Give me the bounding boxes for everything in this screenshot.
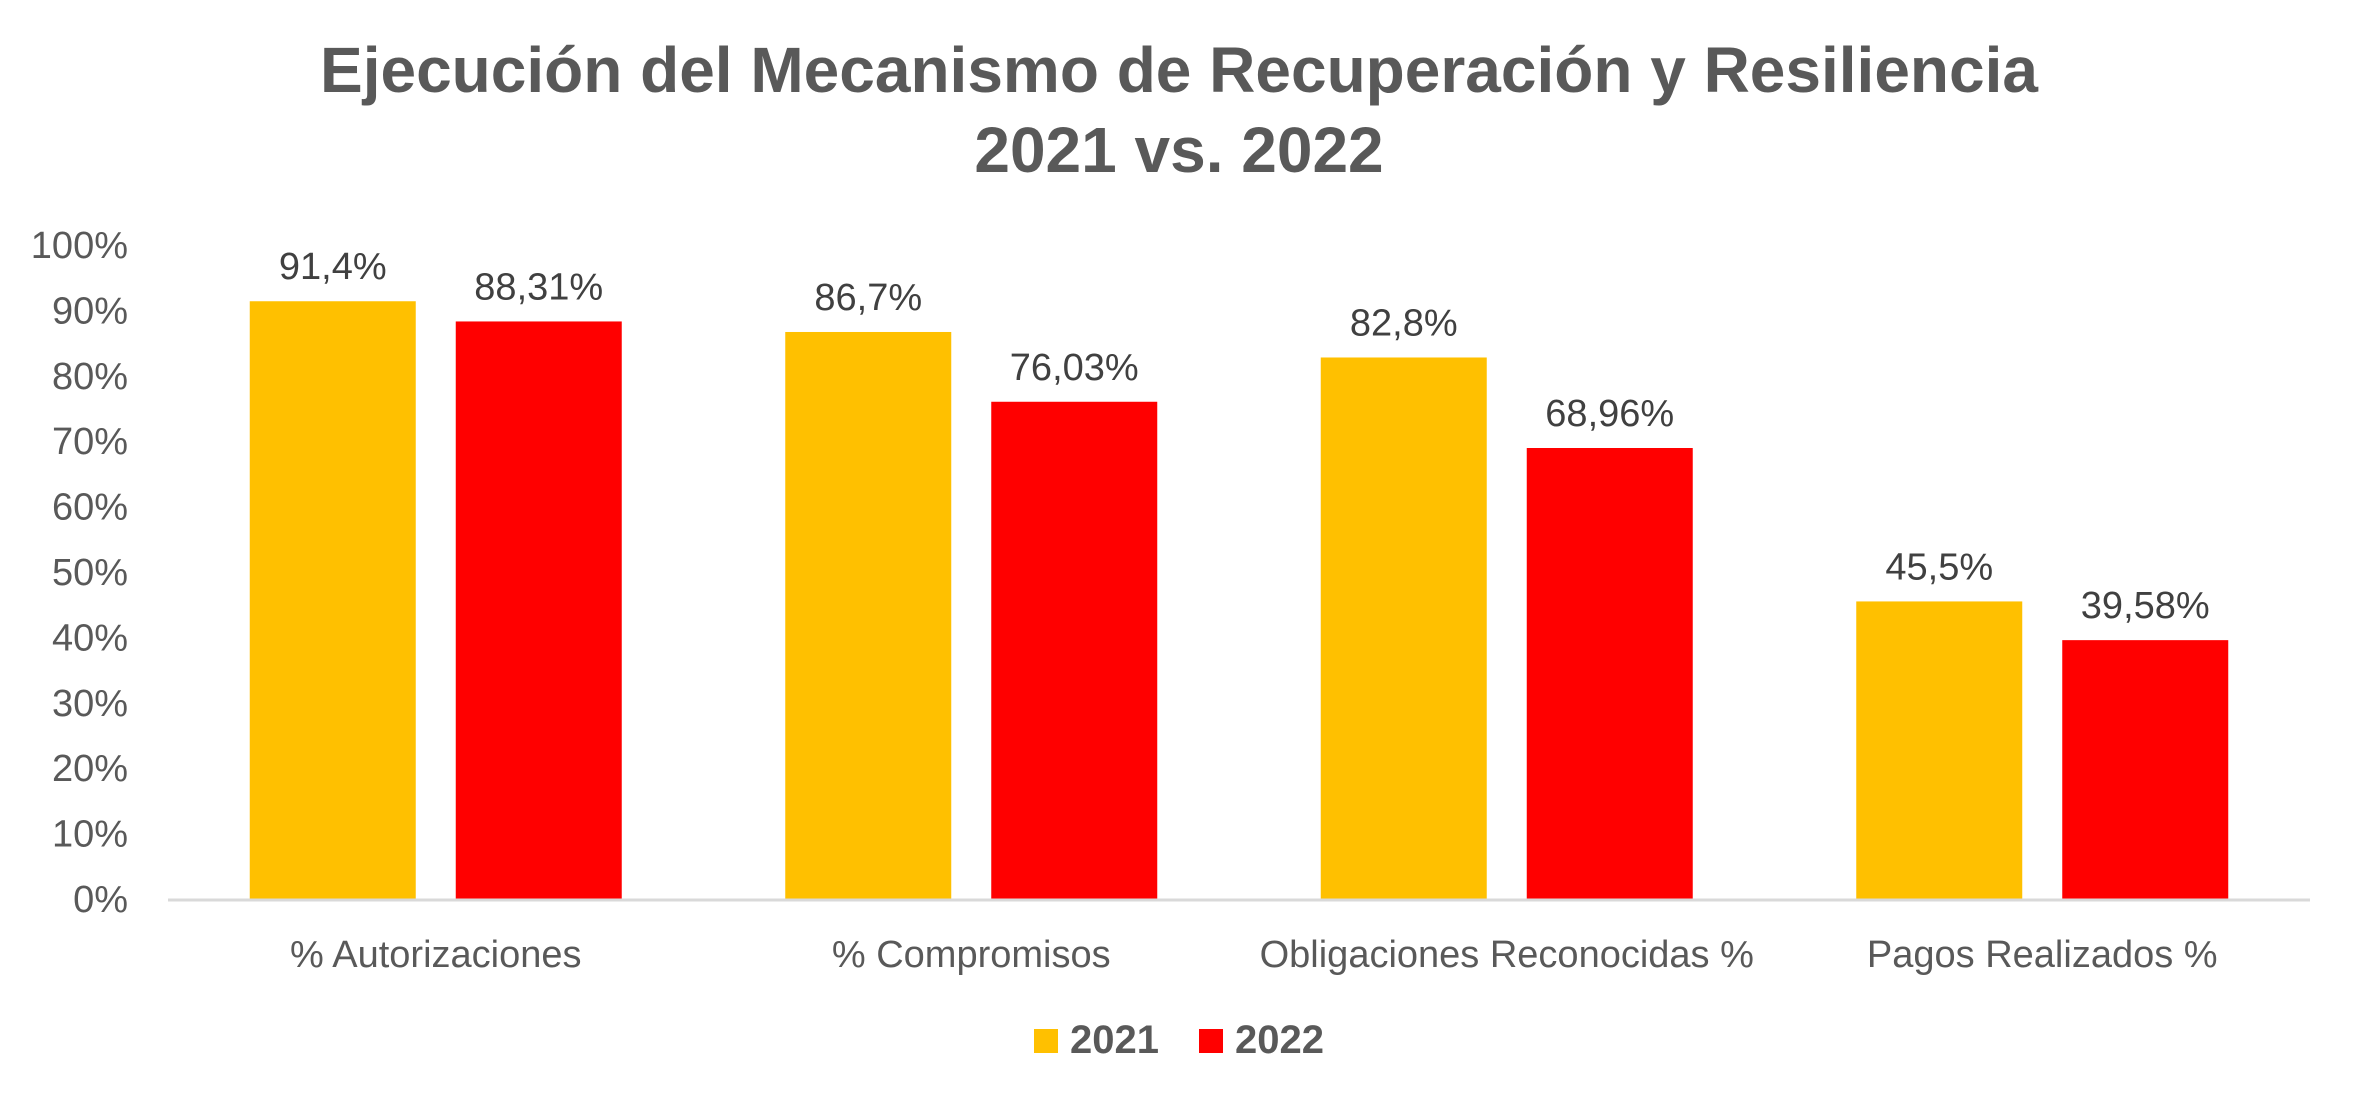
legend-swatch-2021 [1034,1028,1059,1053]
data-label-2021-0: 91,4% [279,246,387,288]
category-label: % Compromisos [832,934,1111,976]
category-label: Obligaciones Reconocidas % [1260,934,1754,976]
y-tick-label: 0% [73,879,128,921]
y-tick-label: 50% [52,552,128,594]
bar-2021-2[interactable] [1320,357,1487,899]
data-label-2022-0: 88,31% [474,266,603,308]
y-tick-label: 100% [31,225,128,267]
y-tick-label: 80% [52,356,128,398]
y-tick-label: 90% [52,290,128,332]
y-tick-label: 20% [52,748,128,790]
x-axis: % Autorizaciones % Compromisos Obligacione… [168,898,2310,976]
legend-label-2021: 2021 [1070,1018,1159,1062]
y-tick-label: 30% [52,683,128,725]
bar-2021-1[interactable] [785,331,952,899]
bar-2021-0[interactable] [249,301,416,899]
bar-2022-3[interactable] [2062,640,2229,899]
y-tick-label: 10% [52,814,128,856]
data-label-2021-2: 82,8% [1350,302,1458,344]
legend-item-2022[interactable]: 2022 [1199,1018,1324,1063]
category-label: Pagos Realizados % [1867,934,2218,976]
chart-title-line1: Ejecución del Mecanismo de Recuperación … [320,34,2038,106]
data-label-2021-1: 86,7% [814,277,922,319]
legend: 2021 2022 [0,1018,2358,1063]
y-tick-label: 40% [52,617,128,659]
legend-swatch-2022 [1199,1028,1223,1053]
chart-title: Ejecución del Mecanismo de Recuperación … [0,30,2358,190]
bar-2021-3[interactable] [1856,601,2023,899]
bar-2022-1[interactable] [991,401,1158,899]
bar-2022-0[interactable] [455,321,622,899]
data-label-2022-1: 76,03% [1010,347,1139,389]
y-axis: 0% 10% 20% 30% 40% 50% 60% 70% 80% 90% 100% [31,225,128,921]
legend-label-2022: 2022 [1235,1018,1324,1062]
data-label-2022-2: 68,96% [1545,393,1674,435]
data-label-2021-3: 45,5% [1885,546,1993,588]
data-label-2022-3: 39,58% [2081,585,2210,627]
chart-subtitle: 2021 vs. 2022 [974,114,1384,186]
y-tick-label: 70% [52,421,128,463]
bar-2022-2[interactable] [1526,448,1693,899]
category-label: % Autorizaciones [290,934,582,976]
legend-item-2021[interactable]: 2021 [1034,1018,1159,1063]
y-tick-label: 60% [52,487,128,529]
bars [249,301,2229,899]
data-labels: 91,4% 88,31% 86,7% 76,03% 82,8% 68,96% 45,5% 39… [279,246,2210,627]
